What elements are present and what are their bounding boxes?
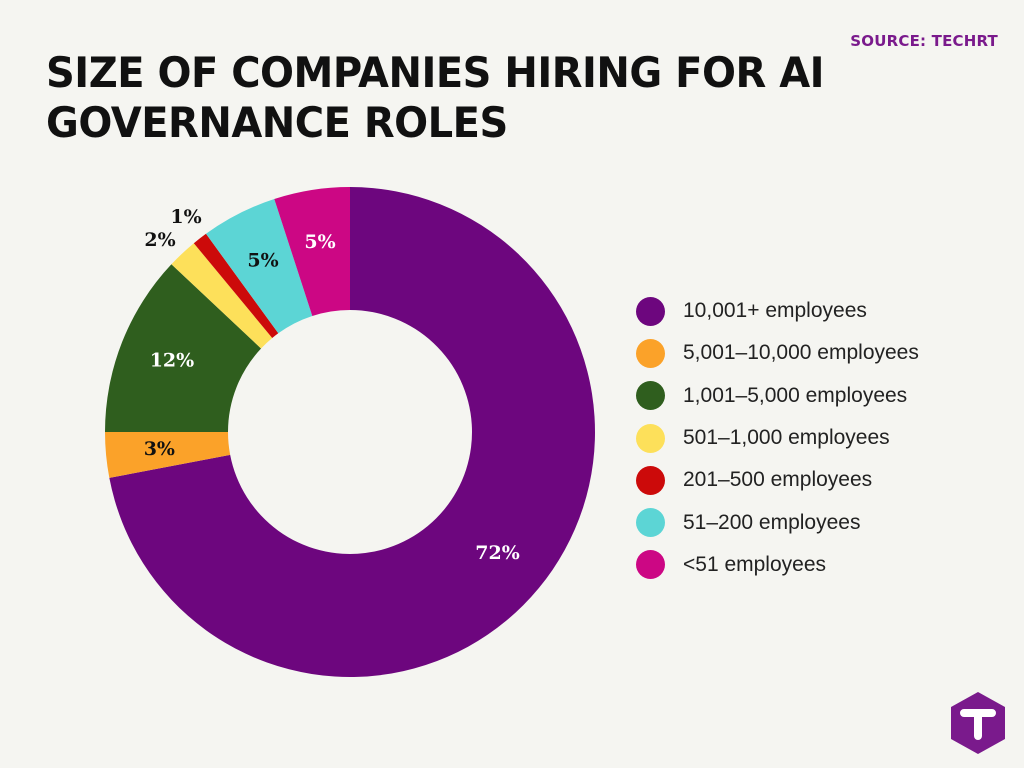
legend-item: 5,001–10,000 employees — [636, 332, 919, 374]
legend-label: 10,001+ employees — [683, 299, 867, 323]
slice-5 — [205, 198, 313, 334]
legend: 10,001+ employees 5,001–10,000 employees 1… — [636, 290, 919, 586]
legend-swatch — [636, 550, 665, 580]
legend-item: 501–1,000 employees — [636, 417, 919, 459]
legend-item: 51–200 employees — [636, 501, 919, 543]
legend-label: 201–500 employees — [683, 468, 873, 492]
legend-label: 1,001–5,000 employees — [683, 383, 908, 407]
source-label: SOURCE: TECHRT — [850, 32, 998, 50]
slice-4 — [193, 233, 279, 338]
slice-1 — [105, 432, 231, 478]
legend-swatch — [636, 508, 665, 538]
chart-title: SIZE OF COMPANIES HIRING FOR AI GOVERNAN… — [46, 49, 825, 148]
slice-6 — [274, 187, 350, 316]
slice-label-0: 72% — [475, 542, 520, 564]
legend-swatch — [636, 423, 665, 453]
legend-swatch — [636, 296, 665, 326]
techrt-logo-icon — [951, 692, 1005, 754]
slice-label-2: 12% — [150, 350, 195, 372]
legend-label: 51–200 employees — [683, 510, 861, 534]
legend-swatch — [636, 338, 665, 368]
slice-label-1: 3% — [144, 438, 175, 460]
donut-chart: 72% 3% 12% 2%1% 5% 5% — [105, 187, 596, 677]
slice-label-4: 1% — [170, 206, 201, 228]
legend-label: <51 employees — [683, 552, 827, 576]
slice-label-3: 2% — [144, 229, 175, 251]
legend-label: 5,001–10,000 employees — [683, 341, 919, 365]
legend-swatch — [636, 381, 665, 411]
legend-item: 201–500 employees — [636, 459, 919, 501]
legend-label: 501–1,000 employees — [683, 426, 890, 450]
slice-2 — [105, 264, 262, 432]
legend-item: 1,001–5,000 employees — [636, 375, 919, 417]
slice-label-5: 5% — [247, 249, 278, 271]
legend-item: <51 employees — [636, 544, 919, 586]
legend-item: 10,001+ employees — [636, 290, 919, 332]
legend-swatch — [636, 465, 665, 495]
slice-label-6: 5% — [304, 231, 335, 253]
slice-0 — [109, 187, 596, 677]
slice-3 — [171, 243, 273, 349]
